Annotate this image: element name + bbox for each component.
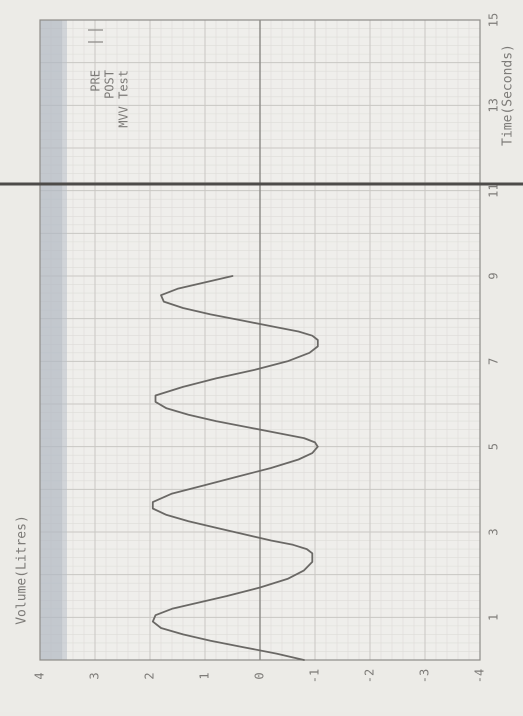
legend: PRE POST MVV Test bbox=[88, 29, 131, 128]
x-tick-label: 15 bbox=[487, 13, 501, 27]
y-tick-label: -4 bbox=[473, 669, 487, 683]
x-tick-label: 9 bbox=[487, 272, 501, 279]
y-tick-label: 1 bbox=[198, 672, 212, 679]
legend-entry: POST bbox=[103, 70, 117, 99]
x-tick-label: 13 bbox=[487, 98, 501, 112]
x-tick-label: 3 bbox=[487, 528, 501, 535]
legend-entry: MVV Test bbox=[117, 70, 131, 128]
y-tick-label: 2 bbox=[143, 672, 157, 679]
highlight-band bbox=[40, 20, 67, 660]
plot-frame bbox=[39, 19, 481, 661]
x-axis-label: Time(Seconds) bbox=[501, 44, 516, 146]
series-layer bbox=[151, 275, 319, 661]
y-tick-label: -2 bbox=[363, 669, 377, 683]
y-tick-label: 0 bbox=[253, 672, 267, 679]
legend-entry: PRE bbox=[89, 70, 103, 92]
y-tick-label: -1 bbox=[308, 669, 322, 683]
x-tick-label: 1 bbox=[487, 614, 501, 621]
highlight-band-2 bbox=[40, 20, 62, 660]
y-tick-label: 4 bbox=[33, 672, 47, 679]
y-tick-label: -3 bbox=[418, 669, 432, 683]
y-axis-label: Volume(Litres) bbox=[15, 515, 30, 625]
x-tick-label: 7 bbox=[487, 358, 501, 365]
x-tick-label: 5 bbox=[487, 443, 501, 450]
y-tick-labels: 4 3 2 1 0 -1 -2 -3 -4 bbox=[33, 669, 487, 683]
series-line bbox=[151, 275, 319, 661]
x-tick-label: 11 bbox=[487, 183, 501, 197]
y-tick-label: 3 bbox=[88, 672, 102, 679]
